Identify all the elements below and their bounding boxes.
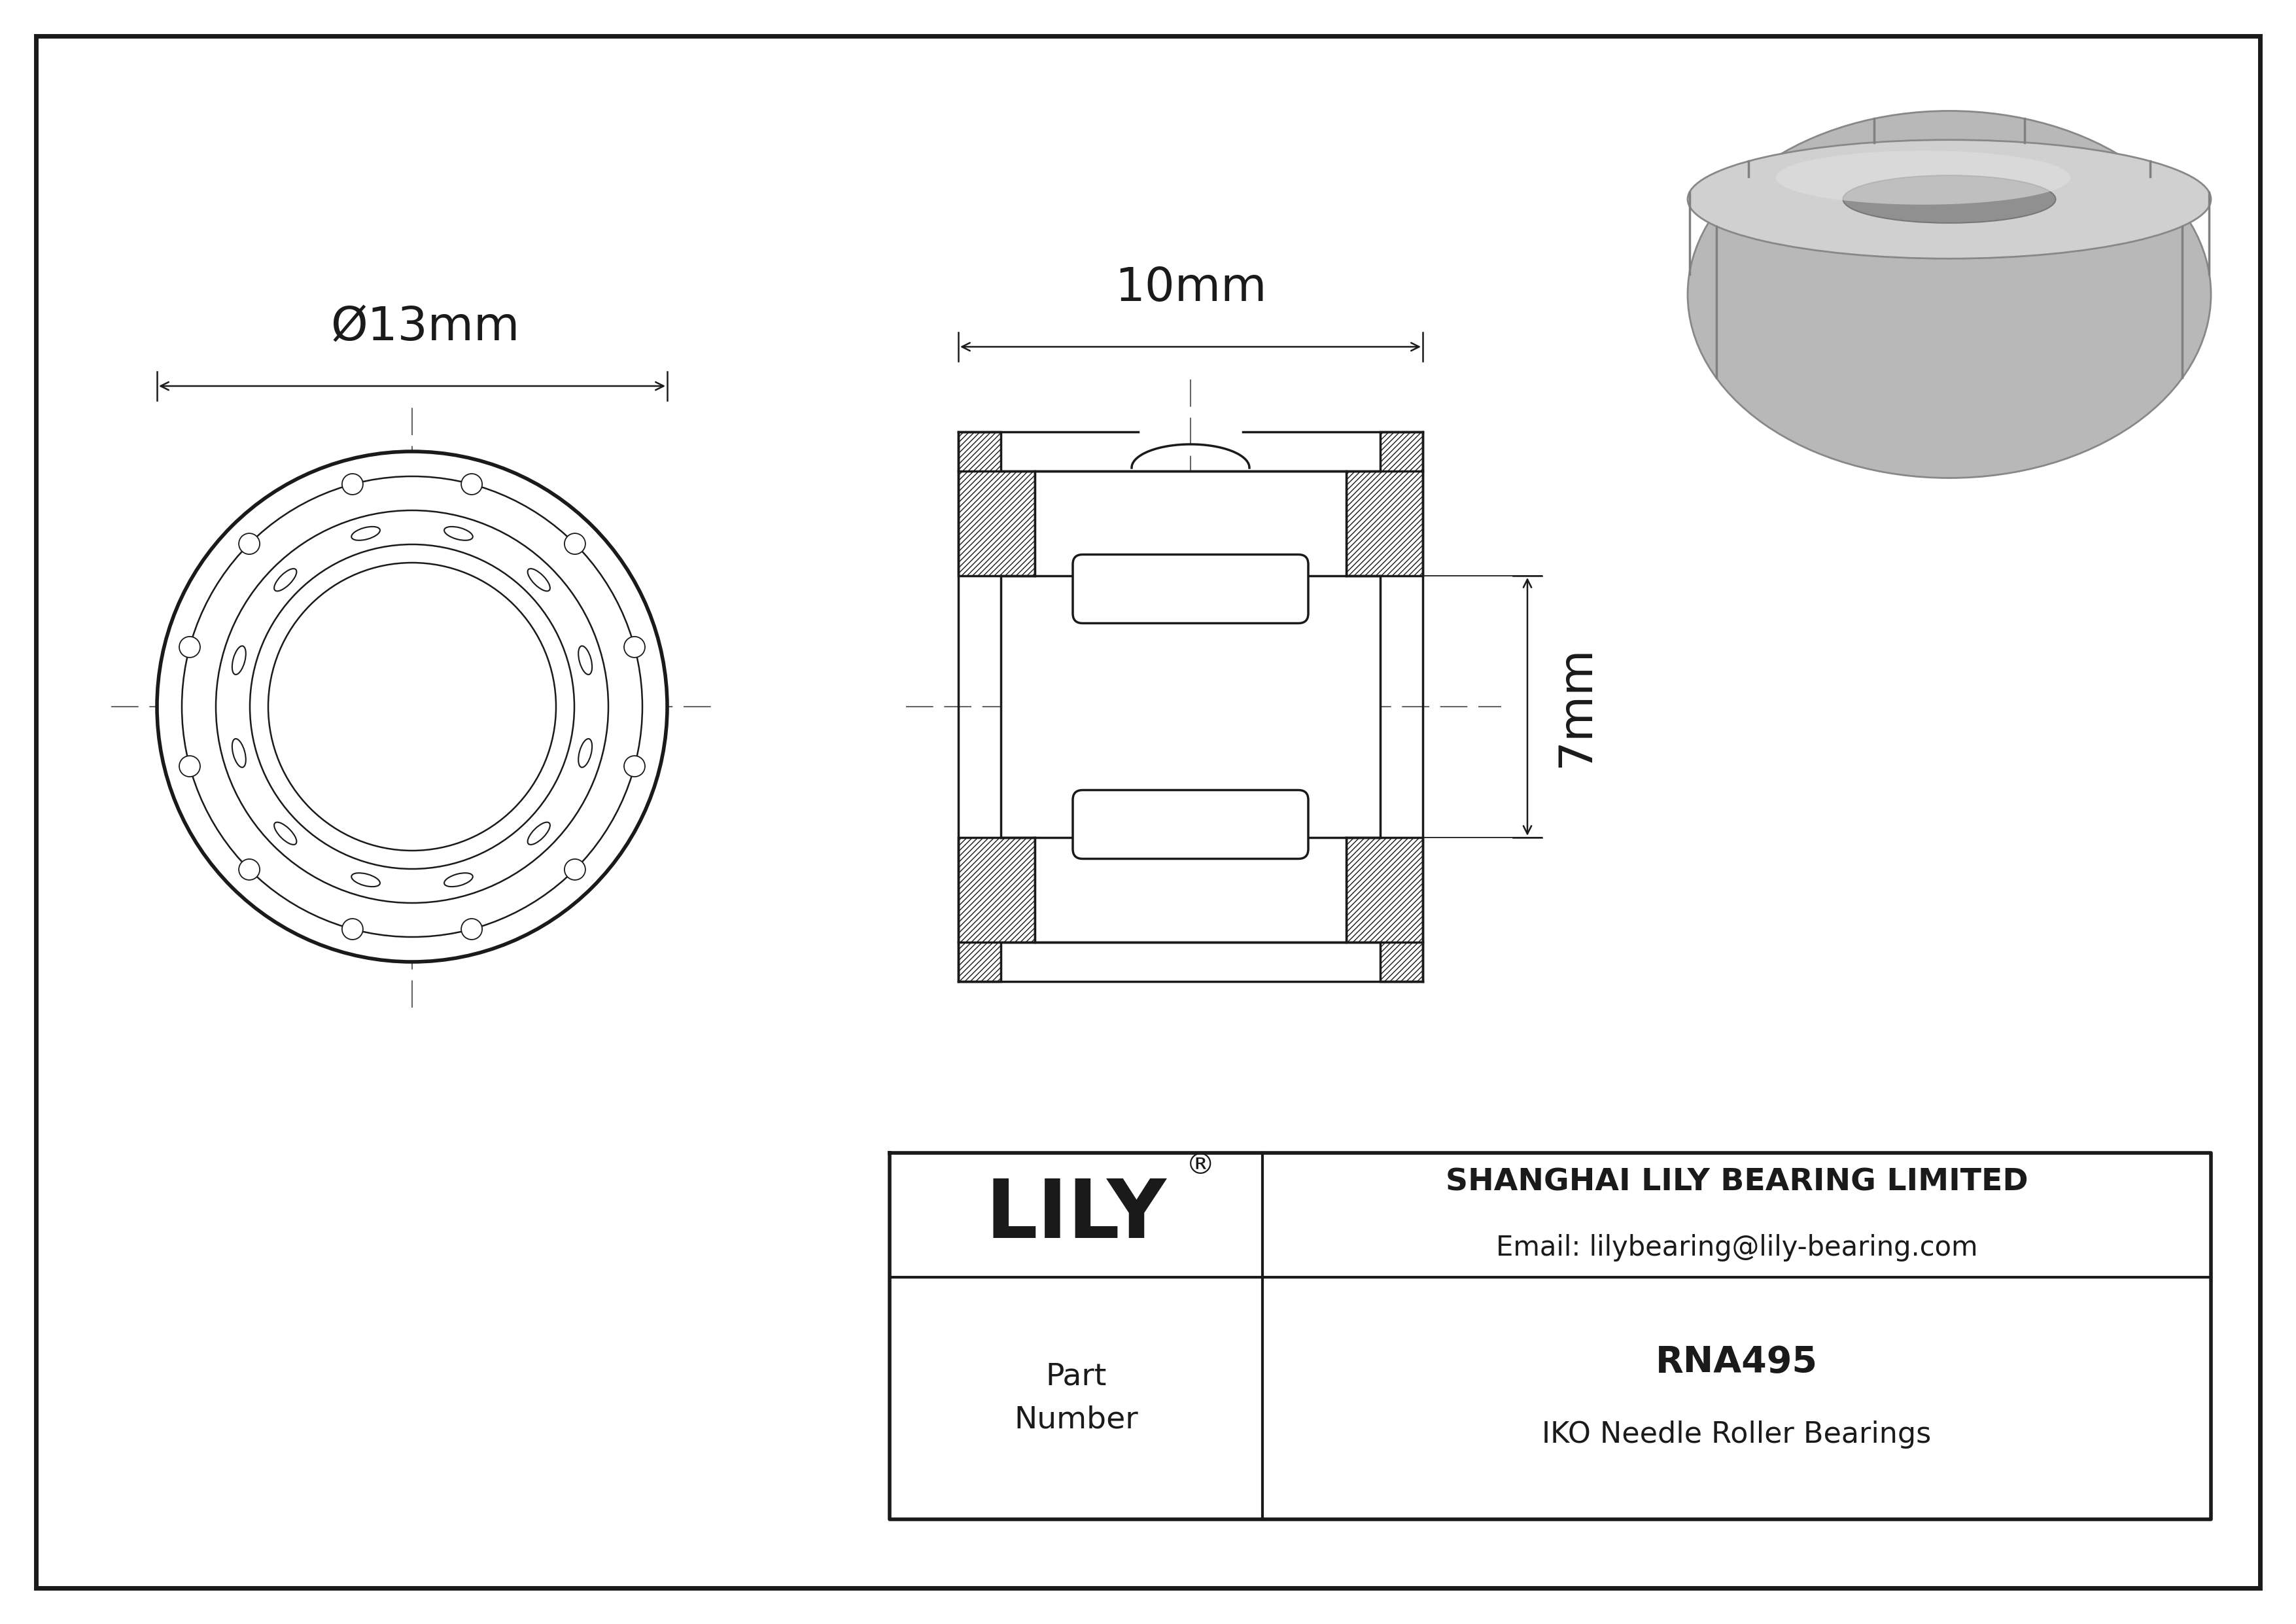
Polygon shape xyxy=(957,838,1035,981)
Text: 7mm: 7mm xyxy=(1554,646,1598,768)
Circle shape xyxy=(461,919,482,940)
Circle shape xyxy=(342,919,363,940)
FancyBboxPatch shape xyxy=(1072,791,1309,859)
Text: Email: lilybearing@lily-bearing.com: Email: lilybearing@lily-bearing.com xyxy=(1495,1234,1977,1262)
Polygon shape xyxy=(1345,838,1424,981)
Circle shape xyxy=(239,533,259,554)
Bar xyxy=(1035,471,1345,577)
Ellipse shape xyxy=(1844,175,2055,222)
Text: LILY: LILY xyxy=(985,1176,1166,1255)
Circle shape xyxy=(342,474,363,495)
Text: 10mm: 10mm xyxy=(1114,266,1267,310)
Circle shape xyxy=(461,474,482,495)
Circle shape xyxy=(179,637,200,658)
Ellipse shape xyxy=(1688,140,2211,258)
Bar xyxy=(1001,577,1380,838)
Bar xyxy=(1035,838,1345,942)
Circle shape xyxy=(565,533,585,554)
Text: RNA495: RNA495 xyxy=(1655,1345,1818,1380)
Circle shape xyxy=(179,755,200,776)
Circle shape xyxy=(565,859,585,880)
FancyBboxPatch shape xyxy=(1072,554,1309,624)
Circle shape xyxy=(625,755,645,776)
Text: Ø13mm: Ø13mm xyxy=(331,305,519,351)
Ellipse shape xyxy=(1688,110,2211,477)
Circle shape xyxy=(625,637,645,658)
Text: SHANGHAI LILY BEARING LIMITED: SHANGHAI LILY BEARING LIMITED xyxy=(1446,1168,2027,1197)
Text: ®: ® xyxy=(1185,1151,1215,1181)
Circle shape xyxy=(156,451,668,961)
Ellipse shape xyxy=(1777,151,2071,205)
Circle shape xyxy=(239,859,259,880)
Polygon shape xyxy=(1345,432,1424,577)
Text: Part
Number: Part Number xyxy=(1015,1363,1139,1434)
Polygon shape xyxy=(957,432,1035,577)
Text: IKO Needle Roller Bearings: IKO Needle Roller Bearings xyxy=(1543,1419,1931,1449)
